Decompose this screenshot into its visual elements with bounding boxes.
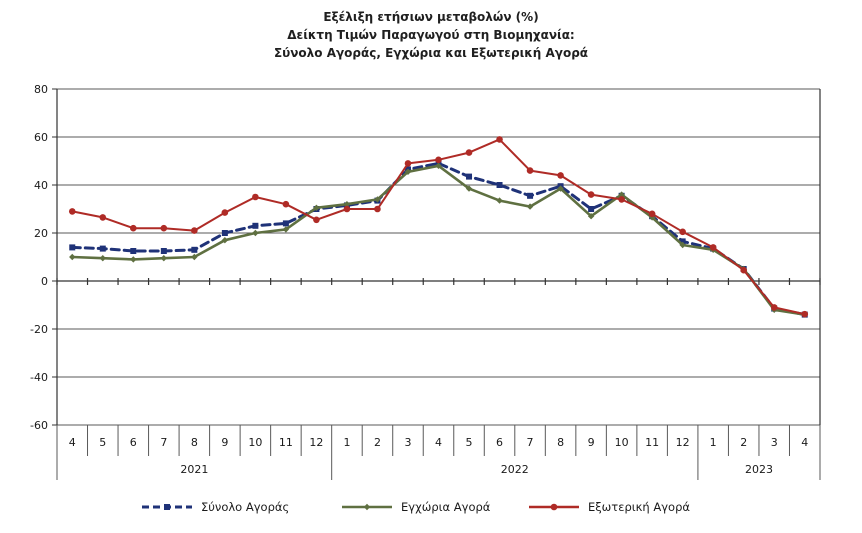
x-axis-year-row: 2021 2022 2023 [56,456,821,480]
y-axis-label: 20 [34,227,48,240]
legend-item-external-market: Εξωτερική Αγορά [527,497,690,517]
series-external-market [68,136,809,318]
chart-title: Εξέλιξη ετήσιων μεταβολών (%) Δείκτη Τιμ… [0,8,862,62]
x-month-label: 8 [557,436,564,449]
y-axis-labels: 80 60 40 20 0 -20 -40 -60 [30,83,48,432]
chart-title-line2: Δείκτη Τιμών Παραγωγού στη Βιομηχανία: [287,28,575,42]
solid-diamond-line-icon [340,498,394,517]
plot-border [56,89,821,425]
legend-label-total-market: Σύνολο Αγοράς [201,500,290,514]
x-month-label: 2 [740,436,747,449]
x-month-label: 4 [69,436,76,449]
x-month-label: 7 [160,436,167,449]
x-month-label: 9 [221,436,228,449]
x-month-label: 1 [343,436,350,449]
y-axis-label: 40 [34,179,48,192]
x-month-label: 3 [771,436,778,449]
y-axis-label: -20 [30,323,48,336]
legend-item-domestic-market: Εγχώρια Αγορά [340,497,490,517]
x-month-label: 10 [615,436,629,449]
y-axis-label: -40 [30,371,48,384]
x-month-label: 10 [248,436,262,449]
x-month-label: 5 [99,436,106,449]
solid-circle-line-icon [527,498,581,517]
x-month-label: 5 [466,436,473,449]
x-month-label: 1 [710,436,717,449]
x-month-label: 11 [645,436,659,449]
legend-label-external-market: Εξωτερική Αγορά [588,500,690,514]
x-month-label: 11 [279,436,293,449]
zero-axis [56,278,821,285]
year-label: 2022 [501,463,529,476]
x-month-label: 4 [435,436,442,449]
dashed-square-line-icon [140,498,194,517]
chart-legend: Σύνολο Αγοράς Εγχώρια Αγορά Εξωτερική Αγ… [0,497,862,519]
y-axis-label: 80 [34,83,48,96]
x-month-label: 3 [404,436,411,449]
x-month-label: 6 [496,436,503,449]
chart-title-line1: Εξέλιξη ετήσιων μεταβολών (%) [323,10,539,24]
x-month-label: 9 [588,436,595,449]
x-month-label: 12 [676,436,690,449]
y-axis-label: 0 [41,275,48,288]
year-label: 2023 [745,463,773,476]
x-month-label: 7 [527,436,534,449]
y-axis-label: -60 [30,419,48,432]
x-month-label: 2 [374,436,381,449]
x-axis-month-row: 4 5 6 7 8 9 10 11 12 1 2 3 4 5 6 7 8 9 10 11 12 1 2 3 4 [56,425,821,456]
x-month-label: 6 [130,436,137,449]
chart-title-line3: Σύνολο Αγοράς, Εγχώρια και Εξωτερική Αγο… [273,46,589,60]
x-month-label: 8 [191,436,198,449]
x-month-label: 12 [309,436,323,449]
y-axis-label: 60 [34,131,48,144]
year-label: 2021 [180,463,208,476]
x-month-label: 4 [801,436,808,449]
legend-item-total-market: Σύνολο Αγοράς [140,497,289,517]
legend-label-domestic-market: Εγχώρια Αγορά [401,500,491,514]
